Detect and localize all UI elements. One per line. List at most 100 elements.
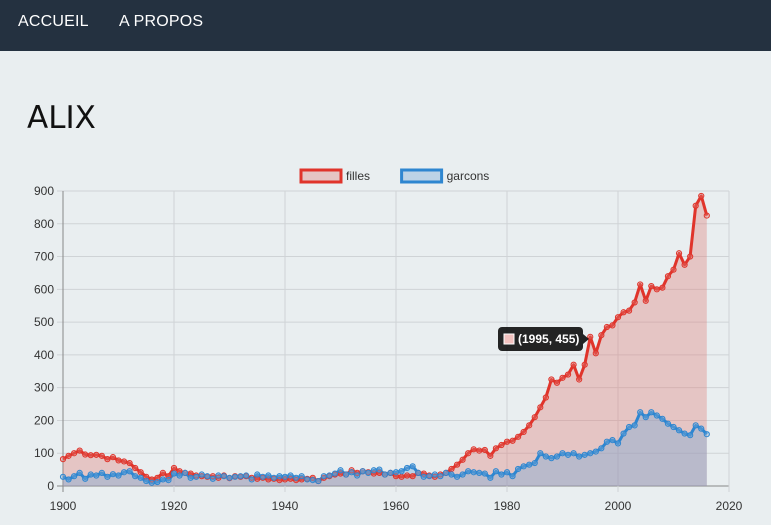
legend-swatch-filles <box>299 168 343 184</box>
data-point-garcons <box>170 470 178 477</box>
y-tick-label: 700 <box>34 250 54 264</box>
data-point-garcons <box>559 450 566 457</box>
data-point-filles <box>143 473 150 480</box>
data-point-garcons <box>154 478 161 486</box>
data-point-garcons <box>420 473 427 480</box>
data-point-garcons <box>209 475 216 482</box>
data-point-garcons <box>87 471 94 478</box>
data-point-filles <box>398 473 405 480</box>
data-point-garcons <box>509 473 516 480</box>
data-point-filles <box>581 361 588 368</box>
data-point-garcons <box>59 473 67 480</box>
data-point-garcons <box>143 477 150 485</box>
y-tick-label: 300 <box>34 381 54 395</box>
data-point-garcons <box>326 472 333 479</box>
tooltip-text: (1995, 455) <box>518 332 579 346</box>
data-point-garcons <box>137 474 144 481</box>
data-point-filles <box>692 202 699 209</box>
data-point-filles <box>542 394 549 401</box>
data-point-garcons <box>265 472 272 479</box>
data-point-filles <box>520 428 527 436</box>
data-point-filles <box>132 464 139 472</box>
legend-label-filles: filles <box>346 169 370 183</box>
x-tick-label: 1940 <box>272 499 299 513</box>
data-point-garcons <box>698 425 705 432</box>
data-point-garcons <box>653 412 660 419</box>
data-point-filles <box>670 266 677 273</box>
data-point-garcons <box>470 469 477 476</box>
data-point-filles <box>642 297 649 304</box>
data-point-filles <box>559 374 566 381</box>
data-point-garcons <box>681 430 688 437</box>
data-point-garcons <box>498 471 505 478</box>
data-point-garcons <box>259 473 266 480</box>
data-point-garcons <box>237 473 244 480</box>
data-point-garcons <box>503 469 511 476</box>
data-point-garcons <box>165 477 172 484</box>
data-point-filles <box>71 450 78 457</box>
data-point-filles <box>154 474 161 481</box>
y-tick-label: 800 <box>34 217 54 231</box>
data-point-garcons <box>570 450 577 457</box>
data-point-filles <box>598 332 605 339</box>
data-point-filles <box>82 451 89 458</box>
data-point-filles <box>576 376 583 383</box>
nav-link-a-propos[interactable]: A PROPOS <box>119 13 204 30</box>
data-point-garcons <box>381 471 388 478</box>
data-point-garcons <box>431 471 438 478</box>
data-point-filles <box>404 472 411 479</box>
data-point-filles <box>109 454 117 461</box>
data-point-filles <box>115 457 122 464</box>
page-title: ALIX <box>27 100 96 136</box>
y-tick-label: 600 <box>34 282 54 296</box>
data-point-garcons <box>459 471 466 478</box>
data-point-garcons <box>354 472 361 479</box>
chart-points <box>59 192 710 486</box>
data-point-garcons <box>243 472 250 479</box>
data-point-garcons <box>148 479 155 486</box>
tooltip-caret <box>583 334 589 344</box>
data-point-garcons <box>465 468 472 475</box>
data-point-filles <box>626 307 633 314</box>
nav-link-accueil[interactable]: ACCUEIL <box>18 13 89 30</box>
tooltip-box <box>498 327 583 351</box>
data-point-garcons <box>182 469 189 476</box>
data-point-garcons <box>98 469 105 476</box>
data-point-garcons <box>614 440 622 447</box>
data-point-filles <box>170 464 178 472</box>
data-point-filles <box>87 452 94 459</box>
data-point-garcons <box>637 409 644 416</box>
data-point-filles <box>126 459 133 467</box>
data-point-filles <box>448 465 455 473</box>
data-point-garcons <box>476 469 483 476</box>
data-point-filles <box>65 452 72 459</box>
data-point-garcons <box>176 472 183 479</box>
data-point-garcons <box>515 465 522 473</box>
data-point-filles <box>120 458 128 465</box>
data-point-garcons <box>526 461 533 468</box>
data-point-garcons <box>398 468 405 475</box>
data-point-garcons <box>442 469 450 476</box>
data-point-garcons <box>531 459 538 467</box>
data-point-filles <box>409 473 416 480</box>
data-point-filles <box>498 441 505 449</box>
data-point-garcons <box>659 415 666 422</box>
data-point-garcons <box>132 473 139 480</box>
data-point-garcons <box>487 474 494 481</box>
data-point-garcons <box>359 468 366 475</box>
data-point-garcons <box>426 473 433 480</box>
data-point-filles <box>675 250 683 257</box>
tooltip-swatch <box>503 333 515 345</box>
data-point-filles <box>487 452 494 459</box>
data-point-garcons <box>587 450 594 457</box>
data-point-garcons <box>198 471 205 478</box>
data-point-filles <box>509 437 516 444</box>
top-navbar: ACCUEIL A PROPOS <box>0 0 771 51</box>
data-point-filles <box>348 467 355 474</box>
data-point-garcons <box>281 473 289 480</box>
legend-label-garcons: garcons <box>447 169 490 183</box>
data-point-filles <box>470 446 477 453</box>
data-point-garcons <box>481 470 488 477</box>
data-point-garcons <box>187 474 194 481</box>
data-point-filles <box>609 322 616 329</box>
